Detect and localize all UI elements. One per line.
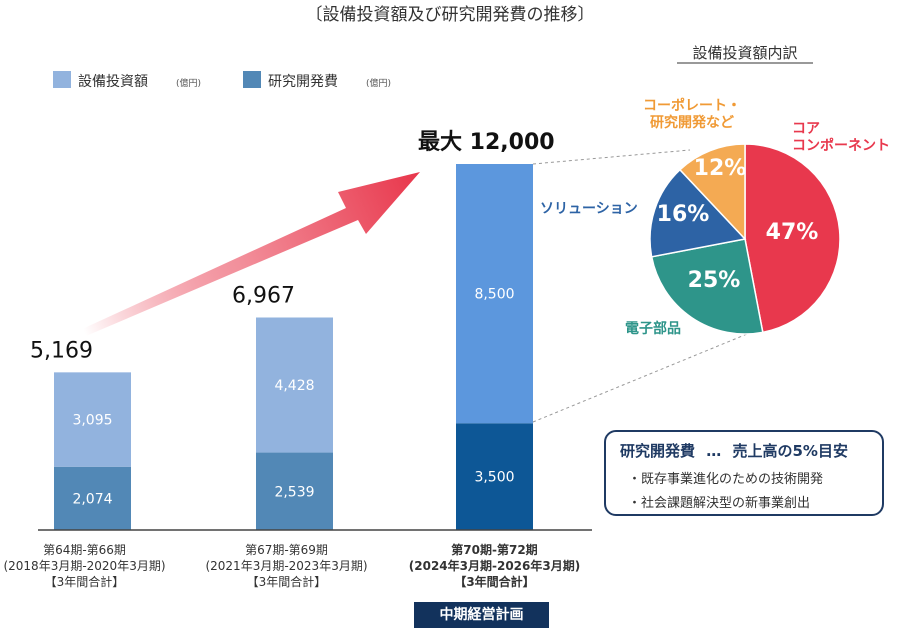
category-label: 第70期-第72期 (451, 542, 537, 557)
pie-slice (678, 143, 746, 241)
bar-rd (256, 452, 333, 530)
category-label: 第67期-第69期 (245, 543, 328, 557)
bar-value-label: 2,539 (274, 484, 314, 500)
legend-swatch-capex (53, 71, 71, 88)
connector-line-bottom (532, 331, 753, 423)
category-period-label: (2024年3月期-2026年3月期) (409, 558, 580, 573)
bar-total-label: 5,169 (30, 338, 93, 363)
bar-capex (54, 372, 131, 467)
callout-ellipsis: … (706, 442, 722, 460)
bar-value-label: 3,500 (474, 470, 514, 486)
bar-value-label: 3,095 (72, 413, 112, 429)
pie-category-label: 研究開発など (650, 114, 734, 131)
pie-slice-value-label: 16% (657, 202, 710, 227)
callout-title: 研究開発費 … 売上高の5%目安 (620, 440, 848, 461)
pie-slice (650, 238, 764, 335)
category-period-label: (2021年3月期-2023年3月期) (205, 559, 367, 573)
chart-title: 〔設備投資額及び研究開発費の推移〕 (306, 5, 595, 25)
connector-line-top (532, 149, 691, 165)
rd-callout-box: 研究開発費 … 売上高の5%目安 ・既存事業進化のための技術開発 ・社会課題解決… (604, 430, 884, 516)
legend-label-capex: 設備投資額 (78, 74, 148, 90)
mid-term-plan-badge: 中期経営計画 (414, 602, 549, 628)
bar-value-label: 2,074 (72, 491, 112, 507)
pie-slice (744, 143, 841, 334)
growth-arrow (80, 172, 420, 336)
category-note-label: 【3年間合計】 (247, 574, 327, 589)
bar-capex (256, 317, 333, 453)
bar-capex (456, 164, 533, 424)
category-label: 第64期-第66期 (43, 543, 126, 557)
legend-unit-capex: (億円) (176, 77, 201, 89)
pie-slice-value-label: 25% (688, 268, 741, 293)
callout-subtitle: 売上高の5%目安 (732, 442, 848, 460)
pie-category-label: 電子部品 (625, 320, 681, 337)
callout-item: ・社会課題解決型の新事業創出 (628, 496, 811, 511)
pie-title: 設備投資額内訳 (692, 44, 797, 62)
bar-value-label: 4,428 (274, 378, 314, 394)
bar-total-label: 最大 12,000 (418, 130, 555, 155)
legend-label-rd: 研究開発費 (268, 74, 338, 90)
bar-rd (54, 466, 131, 530)
callout-item: ・既存事業進化のための技術開発 (628, 472, 824, 487)
legend-unit-rd: (億円) (366, 77, 391, 89)
pie-slice (649, 168, 747, 258)
pie-category-label: コーポレート・ (643, 97, 741, 114)
pie-category-label: コア (792, 121, 820, 137)
pie-category-label: ソリューション (540, 201, 638, 217)
bar-total-label: 6,967 (232, 284, 295, 309)
bar-rd (456, 423, 533, 530)
pie-category-label: コンポーネント (792, 137, 890, 154)
pie-slice-value-label: 12% (694, 156, 747, 181)
category-note-label: 【3年間合計】 (454, 574, 534, 589)
category-note-label: 【3年間合計】 (45, 574, 125, 589)
legend-swatch-rd (243, 71, 261, 88)
callout-title-main: 研究開発費 (620, 442, 696, 460)
bar-value-label: 8,500 (474, 287, 514, 303)
category-period-label: (2018年3月期-2020年3月期) (3, 559, 165, 573)
pie-slice-value-label: 47% (766, 220, 819, 245)
